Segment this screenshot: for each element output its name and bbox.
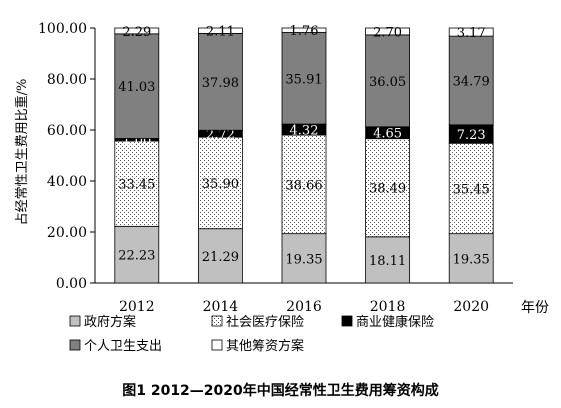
data-label: 2.70 [373,25,402,40]
x-axis-label: 年份 [521,300,549,316]
y-tick-label: 100.00 [38,21,87,37]
data-label: 2.11 [206,25,235,40]
data-label: 38.66 [285,178,322,193]
x-tick-label: 2012 [119,299,155,315]
data-label: 35.91 [285,72,322,87]
bar-segment [114,225,160,284]
bar-segment [365,27,411,36]
x-tick-label: 2016 [286,299,322,315]
data-label: 21.29 [202,250,239,265]
bar-segment [281,134,327,235]
bar-segment [365,138,411,238]
bar-segment [448,27,494,37]
bar-segment [197,228,243,284]
data-label: 41.03 [118,80,155,95]
legend-swatch [69,339,81,351]
data-label: 18.11 [369,254,406,269]
figure-caption: 图1 2012—2020年中国经常性卫生费用筹资构成 [122,383,439,399]
data-label: 22.23 [118,249,155,264]
y-tick-label: 0.00 [56,276,87,292]
bar-segment [448,142,494,235]
legend-label: 个人卫生支出 [84,339,162,354]
legend-label: 商业健康保险 [356,314,434,330]
stacked-bar-chart: 0.00 20.00 40.00 60.00 80.00 100.00 22.23 33.45… [14,21,549,354]
bar-segment [197,32,243,131]
bar-segment [281,32,327,125]
legend-label: 政府方案 [84,314,136,330]
y-tick-label: 20.00 [47,225,87,241]
data-label: 37.98 [202,76,239,91]
legend-label: 其他筹资方案 [226,338,304,354]
data-label: 35.45 [453,182,490,197]
data-label: 2.29 [122,25,151,40]
data-label: 2.72 [206,128,235,143]
bar-segment [197,136,243,230]
data-label: 36.05 [369,75,406,90]
plot-area: 0.00 20.00 40.00 60.00 80.00 100.00 22.23 33.45… [38,21,513,315]
bar-segment [281,233,327,284]
data-label: 38.49 [369,182,406,197]
bar-segment [114,33,160,139]
data-label: 33.45 [118,178,155,193]
data-label: 7.23 [457,128,486,143]
bar-segment [281,27,327,33]
data-label: 1.76 [290,24,319,39]
y-tick-label: 40.00 [47,174,87,190]
data-label: 19.35 [285,252,322,267]
data-label: 3.17 [457,26,486,41]
x-tick-label: 2020 [453,299,489,315]
bar-segment [448,233,494,284]
bar-segment [197,27,243,34]
legend-swatch [211,339,223,351]
y-axis-label: 占经常性卫生费用比重/% [14,79,30,226]
bar-segment [114,140,160,227]
data-label: 19.35 [453,252,490,267]
data-label: 34.79 [453,74,490,89]
x-tick-label: 2014 [203,299,239,315]
y-tick-label: 80.00 [47,72,87,88]
y-tick-label: 60.00 [47,123,87,139]
x-tick-label: 2018 [370,299,406,315]
legend-label: 社会医疗保险 [226,314,304,330]
bar-segment [114,27,160,35]
data-label: 4.65 [373,127,402,142]
legend-swatch [341,315,353,327]
legend-swatch [211,315,223,327]
data-label: 35.90 [202,177,239,192]
data-label: 4.32 [290,124,319,139]
legend-swatch [69,315,81,327]
bar-segment [448,35,494,126]
